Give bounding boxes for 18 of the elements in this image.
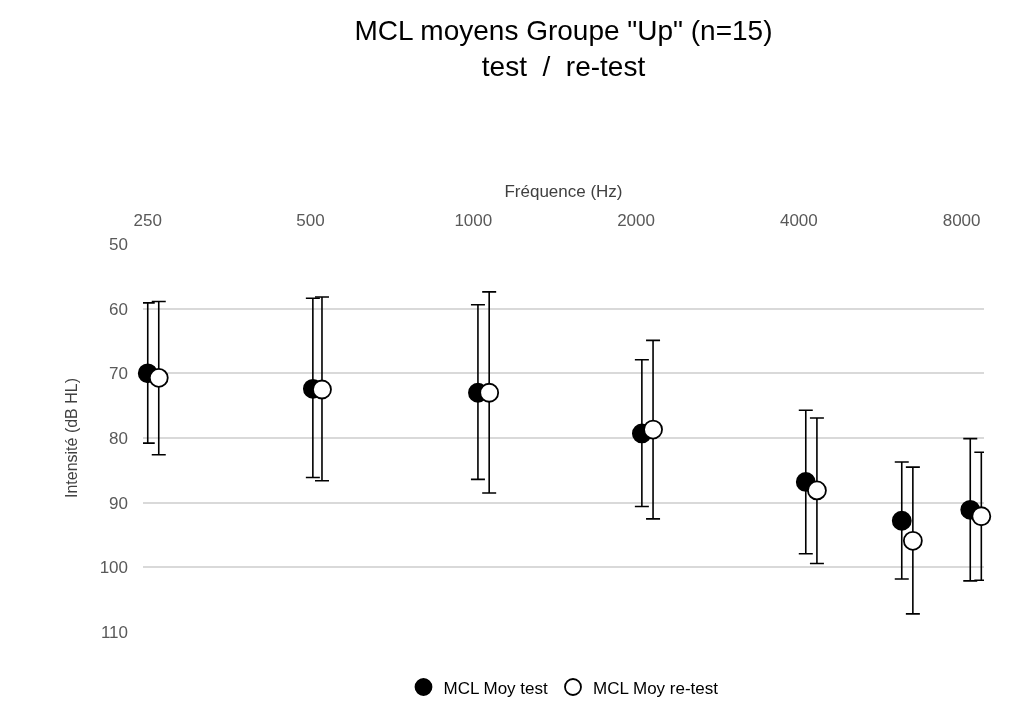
x-axis-title: Fréquence (Hz)	[504, 182, 623, 202]
legend-label: MCL Moy test	[443, 678, 548, 698]
legend-label: MCL Moy re-test	[593, 678, 719, 698]
y-axis-title: Intensité (dB HL)	[62, 377, 80, 499]
x-tick-label: 250	[133, 210, 162, 230]
y-tick-label: 80	[109, 428, 128, 448]
x-tick-label: 4000	[779, 210, 818, 230]
y-tick-label: 100	[99, 558, 128, 578]
x-tick-label: 1000	[454, 210, 493, 230]
x-tick-label: 2000	[617, 210, 655, 230]
x-tick-label: 8000	[942, 210, 981, 230]
x-tick-label: 500	[296, 210, 325, 230]
y-tick-label: 60	[109, 299, 128, 319]
y-tick-label: 70	[109, 364, 128, 384]
y-tick-label: 50	[109, 234, 128, 254]
chart-title: MCL moyens Groupe "Up" (n=15) test / re-test	[354, 15, 773, 83]
y-tick-label: 110	[100, 622, 128, 642]
y-tick-label: 90	[109, 493, 128, 513]
